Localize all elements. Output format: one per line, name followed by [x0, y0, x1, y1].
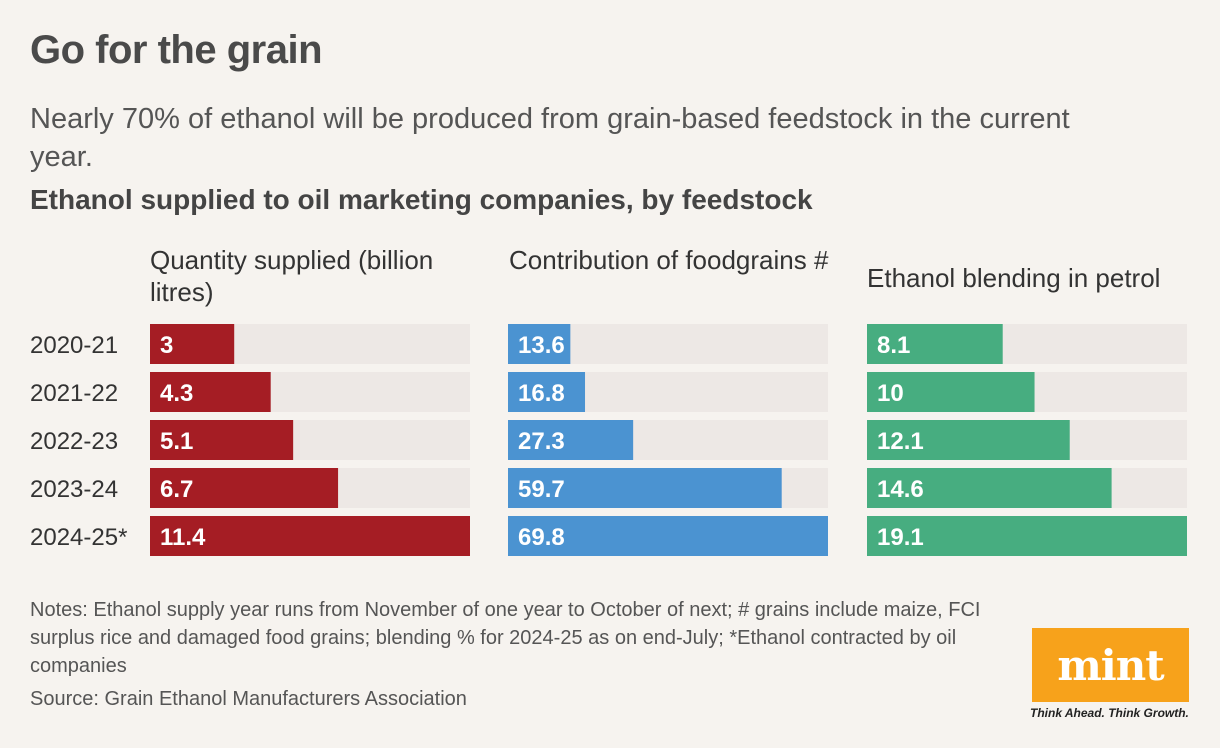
category-label: 2022-23: [30, 428, 118, 455]
quantity-value-label: 3: [160, 332, 173, 359]
category-label: 2023-24: [30, 476, 118, 503]
blending-bar: [867, 420, 1070, 460]
blending-bar: [867, 468, 1112, 508]
category-label: 2021-22: [30, 380, 118, 407]
page-title: Go for the grain: [30, 28, 323, 72]
foodgrains-bar: [508, 516, 828, 556]
blending-bar: [867, 516, 1187, 556]
foodgrains-bar: [508, 468, 782, 508]
category-label: 2020-21: [30, 332, 118, 359]
column-title-quantity: Quantity supplied (billion litres): [150, 245, 434, 307]
chart-heading: Ethanol supplied to oil marketing compan…: [30, 184, 813, 215]
foodgrains-value-label: 69.8: [518, 524, 565, 551]
logo-text: mint: [1057, 640, 1164, 690]
foodgrains-bar: [508, 372, 586, 412]
column-title-blending: Ethanol blending in petrol: [867, 263, 1161, 293]
quantity-bar: [150, 372, 271, 412]
category-label: 2024-25*: [30, 524, 127, 551]
quantity-value-label: 6.7: [160, 476, 193, 503]
quantity-value-label: 4.3: [160, 380, 193, 407]
foodgrains-value-label: 16.8: [518, 380, 565, 407]
logo-tagline: Think Ahead. Think Growth.: [1030, 706, 1189, 720]
page-subtitle: Nearly 70% of ethanol will be produced f…: [30, 103, 1070, 173]
blending-value-label: 10: [877, 380, 904, 407]
blending-value-label: 14.6: [877, 476, 924, 503]
mint-logo: mint: [1032, 628, 1189, 702]
source-text: Source: Grain Ethanol Manufacturers Asso…: [30, 688, 467, 710]
quantity-bar: [150, 420, 294, 460]
quantity-value-label: 11.4: [160, 524, 206, 551]
foodgrains-value-label: 27.3: [518, 428, 565, 455]
foodgrains-value-label: 59.7: [518, 476, 565, 503]
foodgrains-bar: [508, 324, 571, 364]
quantity-value-label: 5.1: [160, 428, 193, 455]
quantity-bar: [150, 468, 339, 508]
column-title-foodgrains: Contribution of foodgrains #: [509, 245, 829, 275]
foodgrains-value-label: 13.6: [518, 332, 565, 359]
blending-value-label: 19.1: [877, 524, 924, 551]
foodgrains-bar: [508, 420, 634, 460]
blending-value-label: 8.1: [877, 332, 910, 359]
quantity-bar: [150, 324, 235, 364]
quantity-bar: [150, 516, 470, 556]
blending-bar: [867, 324, 1003, 364]
notes-text: Notes: Ethanol supply year runs from Nov…: [30, 599, 981, 677]
blending-bar: [867, 372, 1035, 412]
blending-value-label: 12.1: [877, 428, 924, 455]
